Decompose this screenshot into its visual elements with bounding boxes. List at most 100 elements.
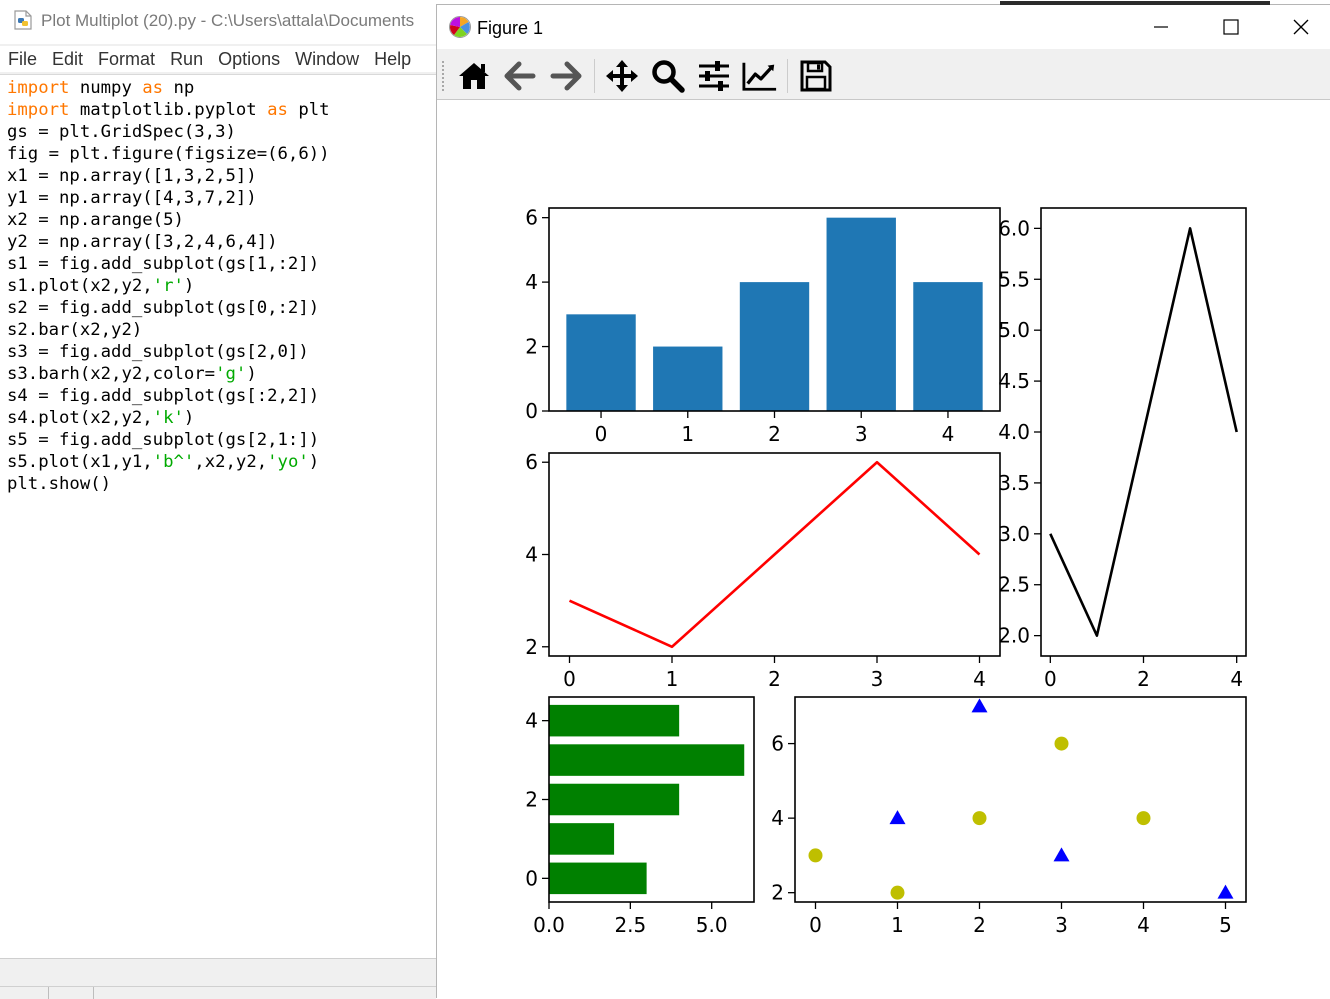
code-token: plt bbox=[287, 100, 330, 120]
triangle-marker bbox=[1053, 847, 1070, 862]
bar bbox=[549, 744, 745, 776]
code-token: matplotlib.pyplot bbox=[69, 100, 268, 120]
circle-marker bbox=[890, 885, 905, 900]
y-tick-label: 4 bbox=[771, 806, 784, 830]
code-line[interactable]: s3.barh(x2,y2,color='g') bbox=[7, 363, 436, 385]
x-tick-label: 3 bbox=[855, 422, 868, 446]
code-token: ,x2,y2, bbox=[194, 452, 268, 472]
maximize-icon bbox=[1223, 19, 1239, 35]
zoom-button[interactable] bbox=[650, 59, 686, 93]
configure-subplots-button[interactable] bbox=[696, 59, 732, 93]
background-window-edge bbox=[1000, 1, 1270, 5]
code-line[interactable]: s5 = fig.add_subplot(gs[2,1:]) bbox=[7, 429, 436, 451]
code-line[interactable]: y1 = np.array([4,3,7,2]) bbox=[7, 187, 436, 209]
x-tick-label: 4 bbox=[1137, 913, 1150, 937]
series-line bbox=[568, 460, 981, 649]
menu-window[interactable]: Window bbox=[295, 49, 360, 69]
code-token: x1 = np.array([1,3,2,5]) bbox=[7, 166, 257, 186]
y-tick-label: 2.5 bbox=[998, 573, 1030, 597]
y-tick-label: 4.0 bbox=[998, 420, 1030, 444]
editor-menu-bar: File Edit Format Run Options Window Help bbox=[0, 46, 440, 72]
editor-title-bar: Plot Multiplot (20).py - C:\Users\attala… bbox=[0, 0, 440, 44]
x-tick-label: 4 bbox=[942, 422, 955, 446]
bar bbox=[739, 282, 810, 411]
code-line[interactable]: import numpy as np bbox=[7, 77, 436, 99]
menu-run[interactable]: Run bbox=[170, 49, 204, 69]
code-line[interactable]: s1.plot(x2,y2,'r') bbox=[7, 275, 436, 297]
code-keyword: as bbox=[267, 100, 288, 120]
code-token: y2 = np.array([3,2,4,6,4]) bbox=[7, 232, 278, 252]
menu-format[interactable]: Format bbox=[98, 49, 156, 69]
menu-help[interactable]: Help bbox=[374, 49, 412, 69]
forward-button[interactable] bbox=[548, 59, 584, 93]
x-tick-label: 4 bbox=[1230, 667, 1243, 691]
axes-frame bbox=[794, 696, 1247, 903]
menu-file[interactable]: File bbox=[8, 49, 38, 69]
back-arrow-icon bbox=[504, 61, 536, 91]
bar bbox=[549, 783, 680, 816]
y-tick-label: 4 bbox=[525, 709, 538, 733]
code-line[interactable]: s4.plot(x2,y2,'k') bbox=[7, 407, 436, 429]
bar bbox=[549, 704, 680, 737]
code-line[interactable]: s4 = fig.add_subplot(gs[:2,2]) bbox=[7, 385, 436, 407]
code-line[interactable]: fig = plt.figure(figsize=(6,6)) bbox=[7, 143, 436, 165]
back-button[interactable] bbox=[502, 59, 538, 93]
code-line[interactable]: s2.bar(x2,y2) bbox=[7, 319, 436, 341]
triangle-marker bbox=[889, 810, 906, 825]
code-token: np bbox=[163, 78, 195, 98]
edit-axis-button[interactable] bbox=[742, 59, 778, 93]
code-line[interactable]: import matplotlib.pyplot as plt bbox=[7, 99, 436, 121]
x-tick-label: 2 bbox=[768, 422, 781, 446]
code-line[interactable]: y2 = np.array([3,2,4,6,4]) bbox=[7, 231, 436, 253]
code-token: s3 = fig.add_subplot(gs[2,0]) bbox=[7, 342, 309, 362]
code-line[interactable]: x2 = np.arange(5) bbox=[7, 209, 436, 231]
configure-subplots-icon bbox=[699, 61, 729, 91]
code-token: x2 = np.arange(5) bbox=[7, 210, 184, 230]
code-line[interactable]: s2 = fig.add_subplot(gs[0,:2]) bbox=[7, 297, 436, 319]
x-tick-label: 1 bbox=[891, 913, 904, 937]
x-tick-label: 2 bbox=[1137, 667, 1150, 691]
code-token: fig = plt.figure(figsize=(6,6)) bbox=[7, 144, 330, 164]
figure-window-title: Figure 1 bbox=[477, 18, 544, 38]
code-text[interactable]: import numpy as np import matplotlib.pypl… bbox=[0, 75, 436, 495]
y-tick-label: 2 bbox=[525, 635, 538, 659]
code-line[interactable]: s5.plot(x1,y1,'b^',x2,y2,'yo') bbox=[7, 451, 436, 473]
x-tick-label: 0 bbox=[809, 913, 822, 937]
code-token: numpy bbox=[69, 78, 143, 98]
code-line[interactable]: gs = plt.GridSpec(3,3) bbox=[7, 121, 436, 143]
code-line[interactable]: s1 = fig.add_subplot(gs[1,:2]) bbox=[7, 253, 436, 275]
save-button[interactable] bbox=[798, 59, 834, 93]
maximize-button[interactable] bbox=[1208, 5, 1254, 49]
circle-marker bbox=[972, 811, 987, 826]
matplotlib-logo-icon bbox=[449, 16, 471, 38]
y-tick-label: 2 bbox=[525, 788, 538, 812]
triangle-marker bbox=[1217, 884, 1234, 899]
close-button[interactable] bbox=[1278, 5, 1324, 49]
menu-options[interactable]: Options bbox=[218, 49, 281, 69]
x-tick-label: 1 bbox=[666, 667, 679, 691]
code-keyword: import bbox=[7, 78, 70, 98]
y-tick-label: 5.0 bbox=[998, 318, 1030, 342]
horizontal-bar-chart: 0.0 2.5 5.0 0 2 4 bbox=[525, 696, 755, 937]
code-line[interactable]: s3 = fig.add_subplot(gs[2,0]) bbox=[7, 341, 436, 363]
home-button[interactable] bbox=[456, 59, 492, 93]
pan-button[interactable] bbox=[604, 59, 640, 93]
code-line[interactable]: x1 = np.array([1,3,2,5]) bbox=[7, 165, 436, 187]
code-string: 'yo' bbox=[267, 452, 309, 472]
minimize-button[interactable] bbox=[1138, 5, 1184, 49]
code-token: ) bbox=[246, 364, 257, 384]
y-tick-label: 4 bbox=[525, 270, 538, 294]
pan-move-icon bbox=[606, 60, 638, 92]
x-tick-label: 4 bbox=[973, 667, 986, 691]
editor-window-title: Plot Multiplot (20).py - C:\Users\attala… bbox=[41, 11, 415, 30]
bar bbox=[549, 823, 615, 855]
menu-edit[interactable]: Edit bbox=[52, 49, 84, 69]
series-line bbox=[1049, 227, 1238, 637]
code-line[interactable]: plt.show() bbox=[7, 473, 436, 495]
python-file-icon bbox=[14, 10, 32, 30]
close-icon bbox=[1293, 19, 1309, 35]
code-editor-area[interactable]: import numpy as np import matplotlib.pypl… bbox=[0, 74, 436, 959]
code-token: gs = plt.GridSpec(3,3) bbox=[7, 122, 236, 142]
code-token: plt.show() bbox=[7, 474, 112, 494]
